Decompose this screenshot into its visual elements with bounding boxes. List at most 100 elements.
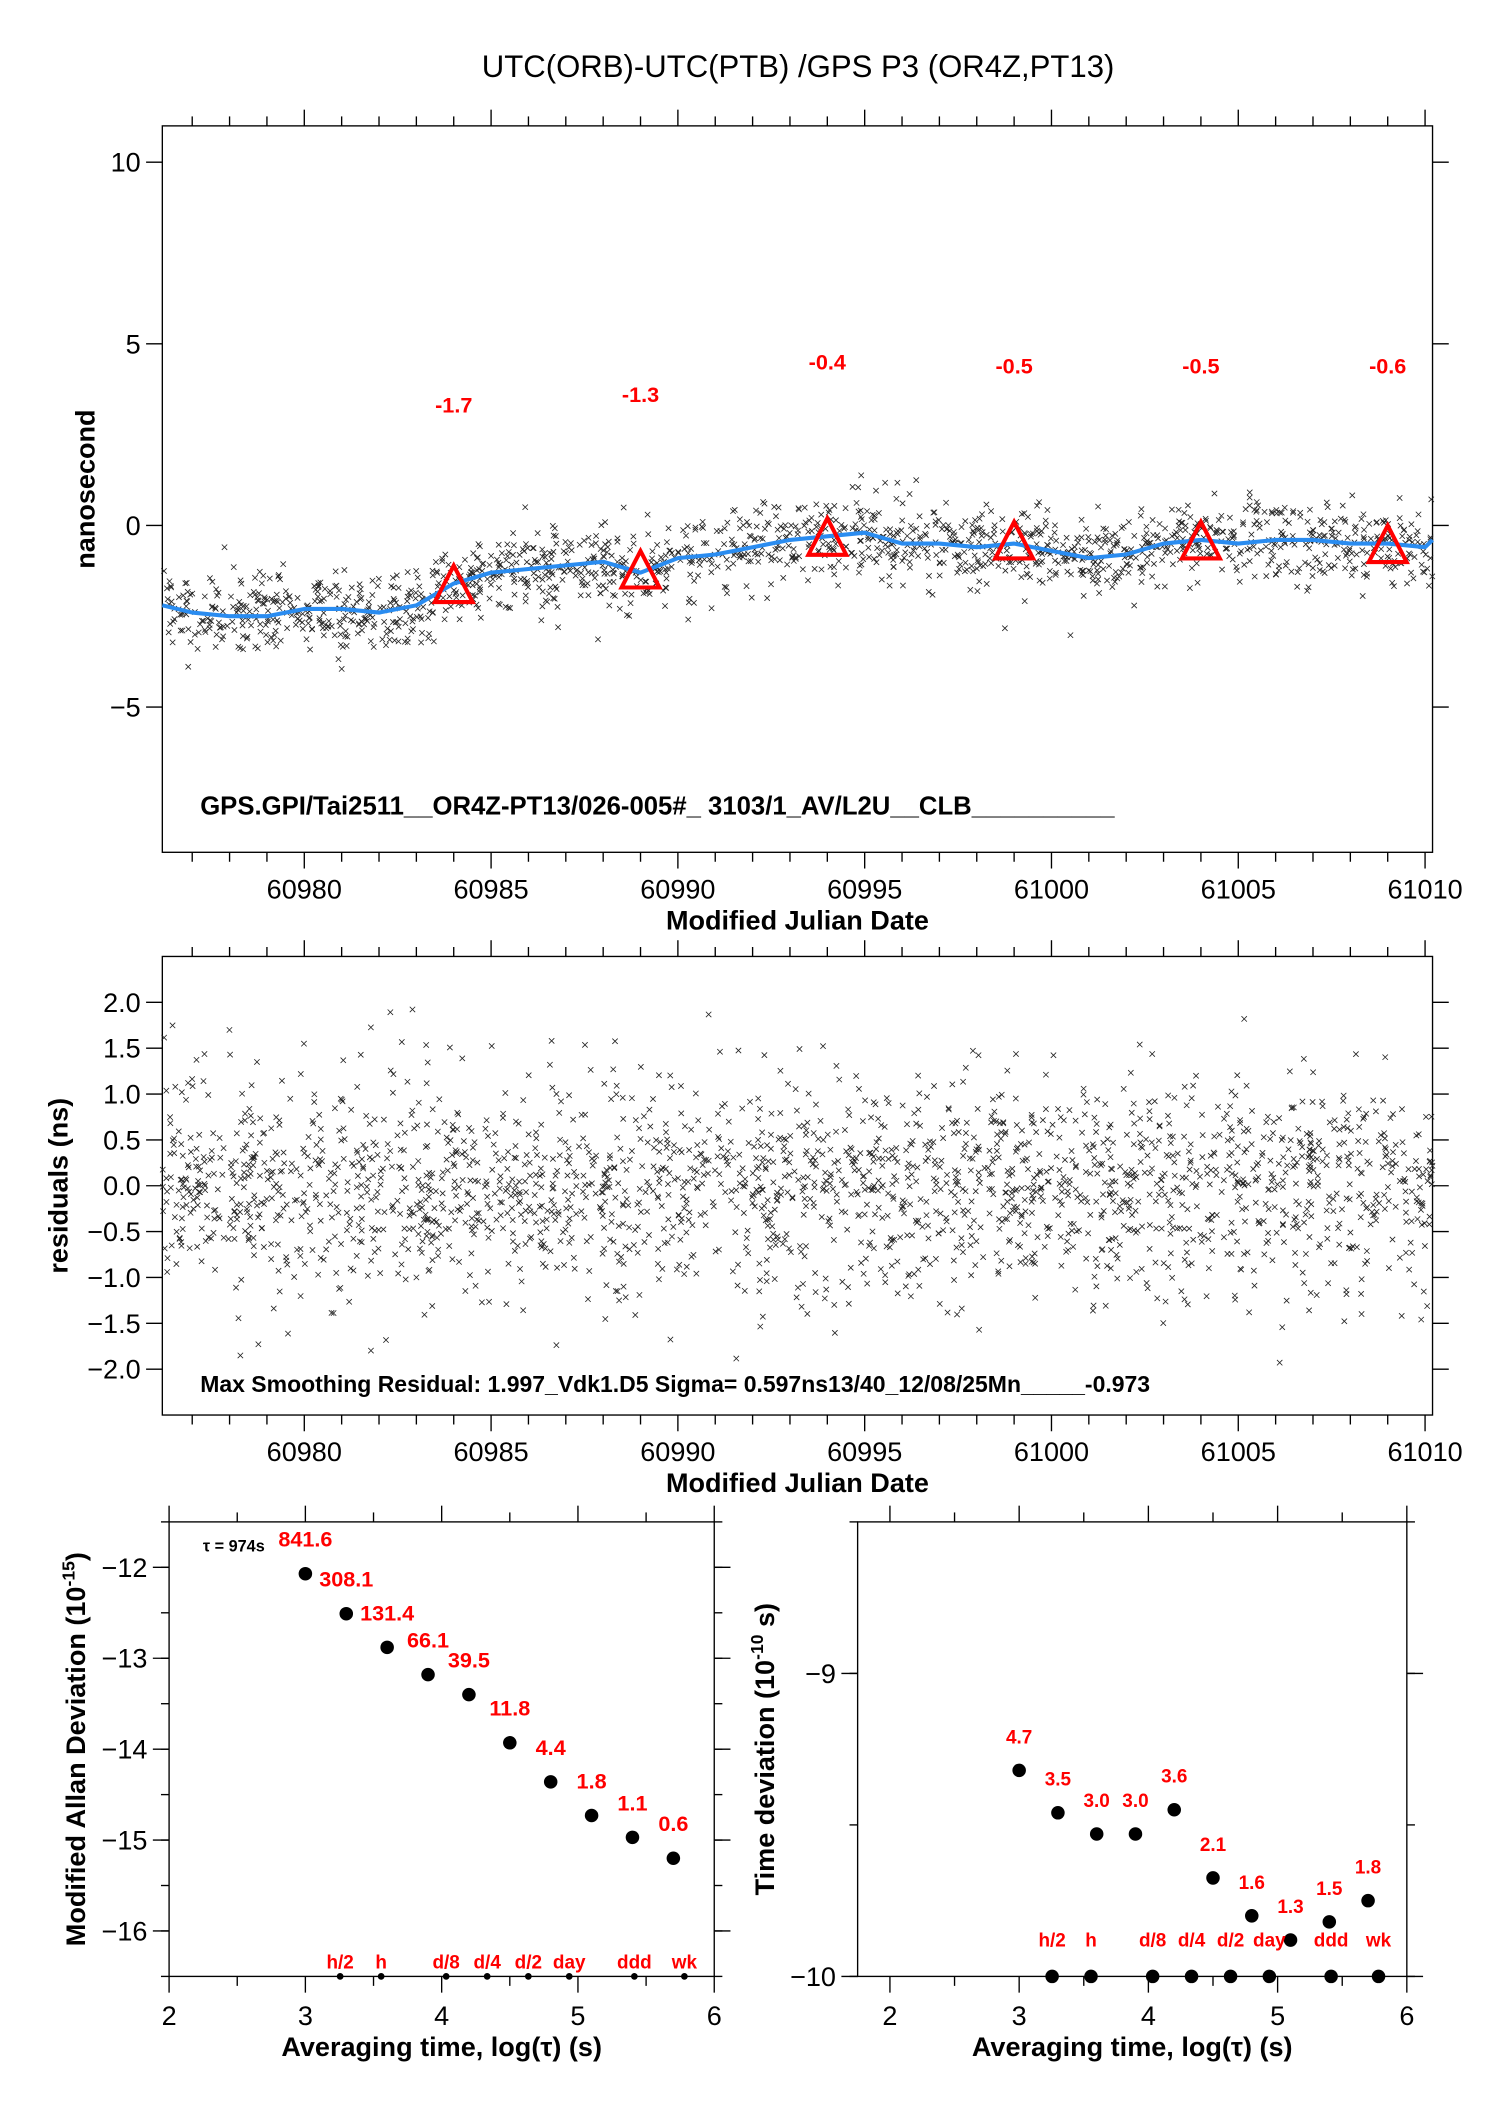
data-point	[1236, 578, 1243, 585]
residual-point	[1136, 1130, 1143, 1137]
data-point	[332, 568, 339, 575]
data-point	[876, 552, 883, 559]
residual-point	[736, 1151, 743, 1158]
residual-point	[890, 1193, 897, 1200]
data-point	[1111, 574, 1118, 581]
residual-point	[792, 1086, 799, 1093]
residual-point	[161, 1034, 168, 1041]
residual-point	[521, 1218, 528, 1225]
residual-point	[785, 1080, 792, 1087]
residual-point	[1127, 1196, 1134, 1203]
residual-point	[180, 1194, 187, 1201]
residual-point	[879, 1214, 886, 1221]
residual-point	[705, 1170, 711, 1177]
residual-point	[317, 1125, 324, 1132]
residual-point	[909, 1138, 916, 1145]
data-point	[425, 635, 432, 642]
residual-point	[178, 1242, 185, 1249]
data-point	[321, 585, 328, 592]
residual-point	[569, 1190, 576, 1197]
residual-point	[961, 1211, 968, 1218]
residual-point	[1098, 1211, 1105, 1218]
residual-point	[1372, 1195, 1379, 1202]
data-point	[1306, 529, 1313, 536]
data-point	[273, 643, 280, 650]
residual-point	[1019, 1157, 1026, 1164]
data-point	[904, 532, 911, 539]
residual-point	[1228, 1135, 1235, 1142]
data-point	[472, 592, 478, 599]
residual-point	[1047, 1131, 1054, 1137]
data-point	[695, 572, 702, 579]
residual-point	[615, 1180, 622, 1187]
residual-point	[870, 1099, 877, 1106]
residual-point	[831, 1301, 838, 1308]
residual-point	[1072, 1164, 1079, 1171]
residual-point	[499, 1114, 506, 1121]
data-point	[665, 525, 672, 532]
residual-point	[1301, 1219, 1308, 1226]
data-point	[268, 595, 275, 602]
residual-point	[346, 1221, 353, 1228]
residual-point	[966, 1155, 973, 1162]
residual-point	[977, 1224, 984, 1231]
residual-point	[697, 1211, 704, 1218]
data-point	[757, 535, 764, 542]
residual-point	[243, 1141, 250, 1148]
data-point	[1342, 565, 1349, 572]
data-point	[1352, 565, 1359, 572]
residual-point	[725, 1118, 732, 1125]
data-point	[874, 545, 881, 552]
residual-point	[370, 1172, 377, 1179]
data-point	[1415, 511, 1422, 518]
residual-point	[560, 1229, 567, 1236]
data-point	[171, 616, 178, 623]
data-point	[414, 574, 421, 581]
point-label: 1.3	[1277, 1897, 1303, 1918]
residual-point	[184, 1162, 191, 1169]
y-tick-label: −2.0	[87, 1355, 140, 1385]
residual-point	[363, 1183, 370, 1190]
data-point	[933, 552, 940, 559]
residual-point	[511, 1247, 518, 1254]
residual-point	[193, 1056, 200, 1063]
residual-point	[241, 1169, 248, 1176]
residual-point	[940, 1135, 947, 1142]
residual-point	[1190, 1236, 1197, 1243]
data-point	[442, 551, 449, 558]
residual-point	[757, 1143, 764, 1150]
residual-point	[387, 1148, 394, 1155]
residual-point	[518, 1278, 525, 1285]
residual-point	[1008, 1190, 1015, 1197]
residual-point	[354, 1172, 361, 1179]
data-point	[1325, 562, 1332, 569]
data-point	[866, 526, 873, 533]
data-point	[1387, 565, 1394, 572]
data-point	[1121, 546, 1128, 553]
data-point	[1246, 494, 1253, 501]
residual-point	[955, 1178, 962, 1185]
residual-point	[888, 1262, 895, 1269]
residual-point	[270, 1183, 277, 1190]
residual-point	[330, 1310, 337, 1317]
data-point	[695, 557, 702, 564]
data-point	[476, 584, 483, 591]
data-point	[475, 605, 482, 611]
triangle-marker	[991, 517, 1037, 561]
residual-point	[1260, 1218, 1267, 1225]
residual-point	[1302, 1250, 1309, 1257]
residual-point	[461, 1149, 468, 1156]
data-point	[539, 588, 546, 595]
residual-point	[245, 1230, 252, 1237]
residual-point	[486, 1298, 493, 1305]
residual-point	[1165, 1153, 1172, 1160]
residual-point	[955, 1168, 962, 1175]
residual-point	[1199, 1111, 1206, 1118]
residual-point	[189, 1083, 196, 1090]
residual-point	[1333, 1190, 1340, 1197]
residual-point	[1184, 1301, 1191, 1308]
data-point	[204, 615, 211, 622]
residual-point	[484, 1193, 491, 1200]
residual-point	[538, 1202, 545, 1209]
residual-point	[1265, 1206, 1272, 1213]
